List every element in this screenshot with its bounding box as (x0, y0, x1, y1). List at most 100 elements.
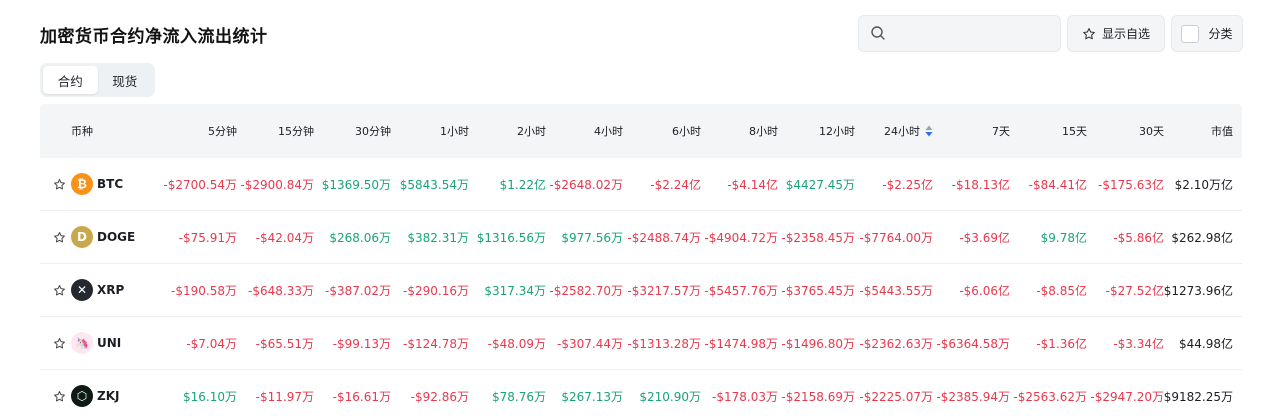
netflow-value: $16.10万 (183, 389, 237, 404)
zkj-logo: ⬡ (71, 385, 93, 407)
column-header[interactable]: 2小时 (517, 104, 546, 158)
netflow-value: -$2488.74万 (627, 230, 701, 245)
netflow-value: -$1.36亿 (1036, 336, 1087, 351)
column-header[interactable]: 1小时 (440, 104, 469, 158)
table-row[interactable]: D DOGE -$75.91万 -$42.04万 $268.06万 $382.31万 $13… (40, 211, 1242, 264)
netflow-value: -$2582.70万 (549, 283, 623, 298)
column-header[interactable]: 15分钟 (278, 104, 314, 158)
netflow-value: -$7764.00万 (859, 230, 933, 245)
netflow-value: -$3.34亿 (1113, 336, 1164, 351)
netflow-value: -$178.03万 (712, 389, 778, 404)
column-header[interactable]: 15天 (1062, 104, 1087, 158)
favorite-star-icon[interactable] (53, 284, 66, 297)
netflow-value: -$190.58万 (171, 283, 237, 298)
netflow-value: -$2225.07万 (859, 389, 933, 404)
column-header[interactable]: 6小时 (672, 104, 701, 158)
table-row[interactable]: 🦄 UNI -$7.04万 -$65.51万 -$99.13万 -$124.78万 -$48… (40, 317, 1242, 370)
coin-symbol[interactable]: UNI (97, 336, 122, 350)
column-header[interactable]: 30天 (1139, 104, 1164, 158)
market-cap-value: $9182.25万 (1163, 389, 1233, 404)
coin-symbol[interactable]: DOGE (97, 230, 136, 244)
netflow-value: -$307.44万 (557, 336, 623, 351)
netflow-value: -$2947.20万 (1090, 389, 1164, 404)
coin-symbol[interactable]: XRP (97, 283, 125, 297)
column-header[interactable]: 5分钟 (208, 104, 237, 158)
netflow-value: -$42.04万 (255, 230, 314, 245)
uni-logo: 🦄 (71, 332, 93, 354)
netflow-value: -$2362.63万 (859, 336, 933, 351)
netflow-value: $317.34万 (484, 283, 546, 298)
show-watchlist-label: 显示自选 (1101, 27, 1150, 41)
column-header[interactable]: 市值 (1211, 104, 1233, 158)
netflow-value: -$11.97万 (255, 389, 314, 404)
favorite-star-icon[interactable] (53, 337, 66, 350)
table-body: ₿ BTC -$2700.54万 -$2900.84万 $1369.50万 $5843.5… (40, 158, 1242, 416)
netflow-value: -$99.13万 (332, 336, 391, 351)
market-cap-value: $44.98亿 (1179, 336, 1233, 351)
netflow-value: -$7.04万 (186, 336, 237, 351)
coin-symbol[interactable]: ZKJ (97, 389, 120, 403)
netflow-value: $1316.56万 (476, 230, 546, 245)
column-header-label: 6小时 (672, 125, 701, 138)
column-header[interactable]: 8小时 (749, 104, 778, 158)
show-watchlist-button[interactable]: 显示自选 (1067, 15, 1165, 52)
netflow-value: -$3.69亿 (959, 230, 1010, 245)
netflow-value: -$2563.62万 (1013, 389, 1087, 404)
category-toggle[interactable]: 分类 (1171, 15, 1243, 52)
table-row[interactable]: ✕ XRP -$190.58万 -$648.33万 -$387.02万 -$290.16万… (40, 264, 1242, 317)
column-header[interactable]: 4小时 (594, 104, 623, 158)
netflow-table: 币种 5分钟 15分钟 30分钟 1小时 2小时 4小时 6小时 8小时 12小时 24小时 7天 15… (40, 104, 1242, 416)
netflow-value: -$4.14亿 (727, 177, 778, 192)
column-header-label: 30天 (1139, 125, 1164, 138)
column-header[interactable]: 7天 (992, 104, 1010, 158)
favorite-star-icon[interactable] (53, 390, 66, 403)
market-type-tabs: 合约 现货 (40, 63, 155, 97)
column-header[interactable]: 30分钟 (355, 104, 391, 158)
table-row[interactable]: ₿ BTC -$2700.54万 -$2900.84万 $1369.50万 $5843.5… (40, 158, 1242, 211)
netflow-value: -$4904.72万 (704, 230, 778, 245)
page-title: 加密货币合约净流入流出统计 (40, 27, 268, 47)
column-header-coin: 币种 (71, 125, 93, 138)
column-header-label: 4小时 (594, 125, 623, 138)
favorite-star-icon[interactable] (53, 231, 66, 244)
netflow-value: -$1474.98万 (704, 336, 778, 351)
netflow-value: $382.31万 (407, 230, 469, 245)
column-header-label: 2小时 (517, 125, 546, 138)
market-cap-value: $2.10万亿 (1174, 177, 1233, 192)
column-header[interactable]: 12小时 (819, 104, 855, 158)
search-icon (871, 26, 885, 40)
netflow-value: -$2900.84万 (240, 177, 314, 192)
netflow-value: -$2.25亿 (882, 177, 933, 192)
column-header-label: 7天 (992, 125, 1010, 138)
netflow-value: -$2700.54万 (163, 177, 237, 192)
netflow-value: -$75.91万 (178, 230, 237, 245)
tab-spot[interactable]: 现货 (112, 73, 138, 89)
sort-icon[interactable] (925, 125, 933, 137)
netflow-value: -$16.61万 (332, 389, 391, 404)
table-row[interactable]: ⬡ ZKJ $16.10万 -$11.97万 -$16.61万 -$92.86万 $78.7… (40, 370, 1242, 416)
table-header: 币种 5分钟 15分钟 30分钟 1小时 2小时 4小时 6小时 8小时 12小时 24小时 7天 15… (40, 104, 1242, 158)
netflow-value: -$2385.94万 (936, 389, 1010, 404)
tab-futures[interactable]: 合约 (43, 66, 98, 94)
netflow-value: $267.13万 (561, 389, 623, 404)
netflow-value: -$84.41亿 (1028, 177, 1087, 192)
netflow-value: -$6364.58万 (936, 336, 1010, 351)
category-label: 分类 (1208, 27, 1233, 41)
netflow-value: $78.76万 (492, 389, 546, 404)
column-header-label: 15分钟 (278, 125, 314, 138)
netflow-value: -$65.51万 (255, 336, 314, 351)
category-checkbox[interactable] (1181, 24, 1200, 43)
column-header[interactable]: 24小时 (884, 104, 933, 158)
favorite-star-icon[interactable] (53, 178, 66, 191)
xrp-logo: ✕ (71, 279, 93, 301)
netflow-value: -$5.86亿 (1113, 230, 1164, 245)
column-header-label: 1小时 (440, 125, 469, 138)
column-header-label: 5分钟 (208, 125, 237, 138)
market-cap-value: $1273.96亿 (1163, 283, 1233, 298)
coin-symbol[interactable]: BTC (97, 177, 124, 191)
netflow-value: $1.22亿 (499, 177, 546, 192)
netflow-value: -$6.06亿 (959, 283, 1010, 298)
netflow-value: -$5457.76万 (704, 283, 778, 298)
search-input[interactable] (858, 15, 1061, 52)
